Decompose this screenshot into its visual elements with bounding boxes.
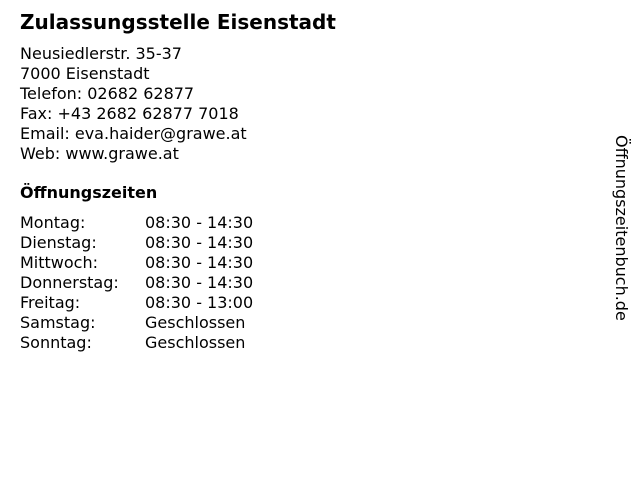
day: Donnerstag: bbox=[20, 273, 119, 292]
time: 08:30 - 14:30 bbox=[145, 233, 254, 252]
time: 08:30 - 14:30 bbox=[145, 273, 254, 292]
hours-heading: Öffnungszeiten bbox=[20, 183, 158, 202]
website: Web: www.grawe.at bbox=[20, 144, 179, 163]
street: Neusiedlerstr. 35-37 bbox=[20, 44, 182, 63]
table-row: Montag: 08:30 - 14:30 bbox=[18, 213, 253, 233]
table-row: Dienstag: 08:30 - 14:30 bbox=[18, 233, 253, 253]
table-row: Samstag: Geschlossen bbox=[18, 313, 253, 333]
day: Dienstag: bbox=[20, 233, 97, 252]
email: Email: eva.haider@grawe.at bbox=[20, 124, 247, 143]
table-row: Freitag: 08:30 - 13:00 bbox=[18, 293, 253, 313]
phone: Telefon: 02682 62877 bbox=[20, 84, 195, 103]
day: Freitag: bbox=[20, 293, 81, 312]
day: Sonntag: bbox=[20, 333, 92, 352]
watermark: Öffnungszeitenbuch.de bbox=[612, 135, 631, 321]
time: 08:30 - 13:00 bbox=[145, 293, 254, 312]
time: 08:30 - 14:30 bbox=[145, 253, 254, 272]
table-row: Donnerstag: 08:30 - 14:30 bbox=[18, 273, 253, 293]
city: 7000 Eisenstadt bbox=[20, 64, 150, 83]
table-row: Sonntag: Geschlossen bbox=[18, 333, 253, 353]
time: Geschlossen bbox=[145, 313, 246, 332]
address-block: Neusiedlerstr. 35-37 7000 Eisenstadt Tel… bbox=[20, 44, 247, 164]
time: Geschlossen bbox=[145, 333, 246, 352]
day: Mittwoch: bbox=[20, 253, 98, 272]
hours-table: Montag: 08:30 - 14:30 Dienstag: 08:30 - 14… bbox=[18, 213, 253, 353]
day: Montag: bbox=[20, 213, 86, 232]
day: Samstag: bbox=[20, 313, 96, 332]
time: 08:30 - 14:30 bbox=[145, 213, 254, 232]
page-title: Zulassungsstelle Eisenstadt bbox=[20, 10, 336, 34]
fax: Fax: +43 2682 62877 7018 bbox=[20, 104, 239, 123]
table-row: Mittwoch: 08:30 - 14:30 bbox=[18, 253, 253, 273]
